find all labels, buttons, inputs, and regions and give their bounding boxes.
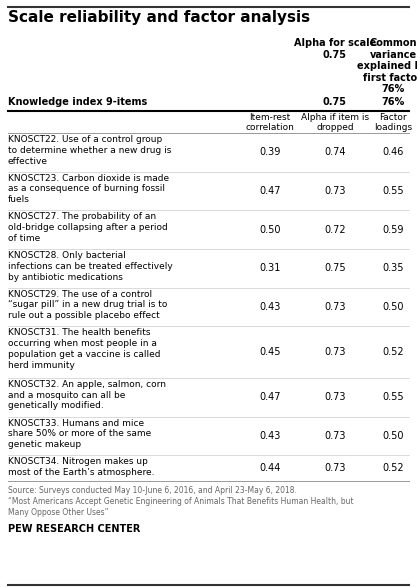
Text: 0.31: 0.31 [259,264,281,274]
Text: 0.73: 0.73 [324,302,346,312]
Text: Scale reliability and factor analysis: Scale reliability and factor analysis [8,10,310,25]
Text: 0.47: 0.47 [259,392,281,402]
Text: Alpha if item is
dropped: Alpha if item is dropped [301,113,369,133]
Text: 0.50: 0.50 [259,225,281,235]
Text: 0.39: 0.39 [259,147,281,157]
Text: 76%: 76% [382,97,404,107]
Text: 0.46: 0.46 [382,147,404,157]
Text: 0.50: 0.50 [382,431,404,441]
Text: “Most Americans Accept Genetic Engineering of Animals That Benefits Human Health: “Most Americans Accept Genetic Engineeri… [8,497,354,517]
Text: 0.75: 0.75 [323,97,347,107]
Text: 0.55: 0.55 [382,186,404,196]
Text: 0.72: 0.72 [324,225,346,235]
Text: Alpha for scale
0.75: Alpha for scale 0.75 [294,38,376,60]
Text: 0.52: 0.52 [382,347,404,357]
Text: 0.50: 0.50 [382,302,404,312]
Text: KNOSCT23. Carbon dioxide is made
as a consequence of burning fossil
fuels: KNOSCT23. Carbon dioxide is made as a co… [8,174,169,204]
Text: 0.35: 0.35 [382,264,404,274]
Text: 0.52: 0.52 [382,463,404,473]
Text: Item-rest
correlation: Item-rest correlation [246,113,294,133]
Text: 0.73: 0.73 [324,392,346,402]
Text: 0.45: 0.45 [259,347,281,357]
Text: 0.59: 0.59 [382,225,404,235]
Text: 0.73: 0.73 [324,347,346,357]
Text: 0.55: 0.55 [382,392,404,402]
Text: 0.75: 0.75 [324,264,346,274]
Text: 0.44: 0.44 [259,463,281,473]
Text: Knowledge index 9-items: Knowledge index 9-items [8,97,147,107]
Text: 0.73: 0.73 [324,463,346,473]
Text: KNOSCT33. Humans and mice
share 50% or more of the same
genetic makeup: KNOSCT33. Humans and mice share 50% or m… [8,419,151,449]
Text: 0.73: 0.73 [324,186,346,196]
Text: KNOSCT31. The health benefits
occurring when most people in a
population get a v: KNOSCT31. The health benefits occurring … [8,328,161,370]
Text: 0.73: 0.73 [324,431,346,441]
Text: 0.74: 0.74 [324,147,346,157]
Text: KNOSCT29. The use of a control
“sugar pill” in a new drug trial is to
rule out a: KNOSCT29. The use of a control “sugar pi… [8,289,167,320]
Text: KNOSCT28. Only bacterial
infections can be treated effectively
by antibiotic med: KNOSCT28. Only bacterial infections can … [8,251,173,282]
Text: 0.47: 0.47 [259,186,281,196]
Text: 0.43: 0.43 [259,302,281,312]
Text: Common
variance
explained by
first factor
76%: Common variance explained by first facto… [357,38,417,95]
Text: 0.43: 0.43 [259,431,281,441]
Text: KNOSCT34. Nitrogen makes up
most of the Earth’s atmosphere.: KNOSCT34. Nitrogen makes up most of the … [8,457,155,477]
Text: KNOSCT32. An apple, salmon, corn
and a mosquito can all be
genetically modified.: KNOSCT32. An apple, salmon, corn and a m… [8,380,166,410]
Text: KNOSCT22. Use of a control group
to determine whether a new drug is
effective: KNOSCT22. Use of a control group to dete… [8,135,171,166]
Text: PEW RESEARCH CENTER: PEW RESEARCH CENTER [8,524,141,534]
Text: Source: Surveys conducted May 10-June 6, 2016, and April 23-May 6, 2018.: Source: Surveys conducted May 10-June 6,… [8,486,297,495]
Text: KNOSCT27. The probability of an
old-bridge collapsing after a period
of time: KNOSCT27. The probability of an old-brid… [8,212,168,243]
Text: Factor
loadings: Factor loadings [374,113,412,133]
